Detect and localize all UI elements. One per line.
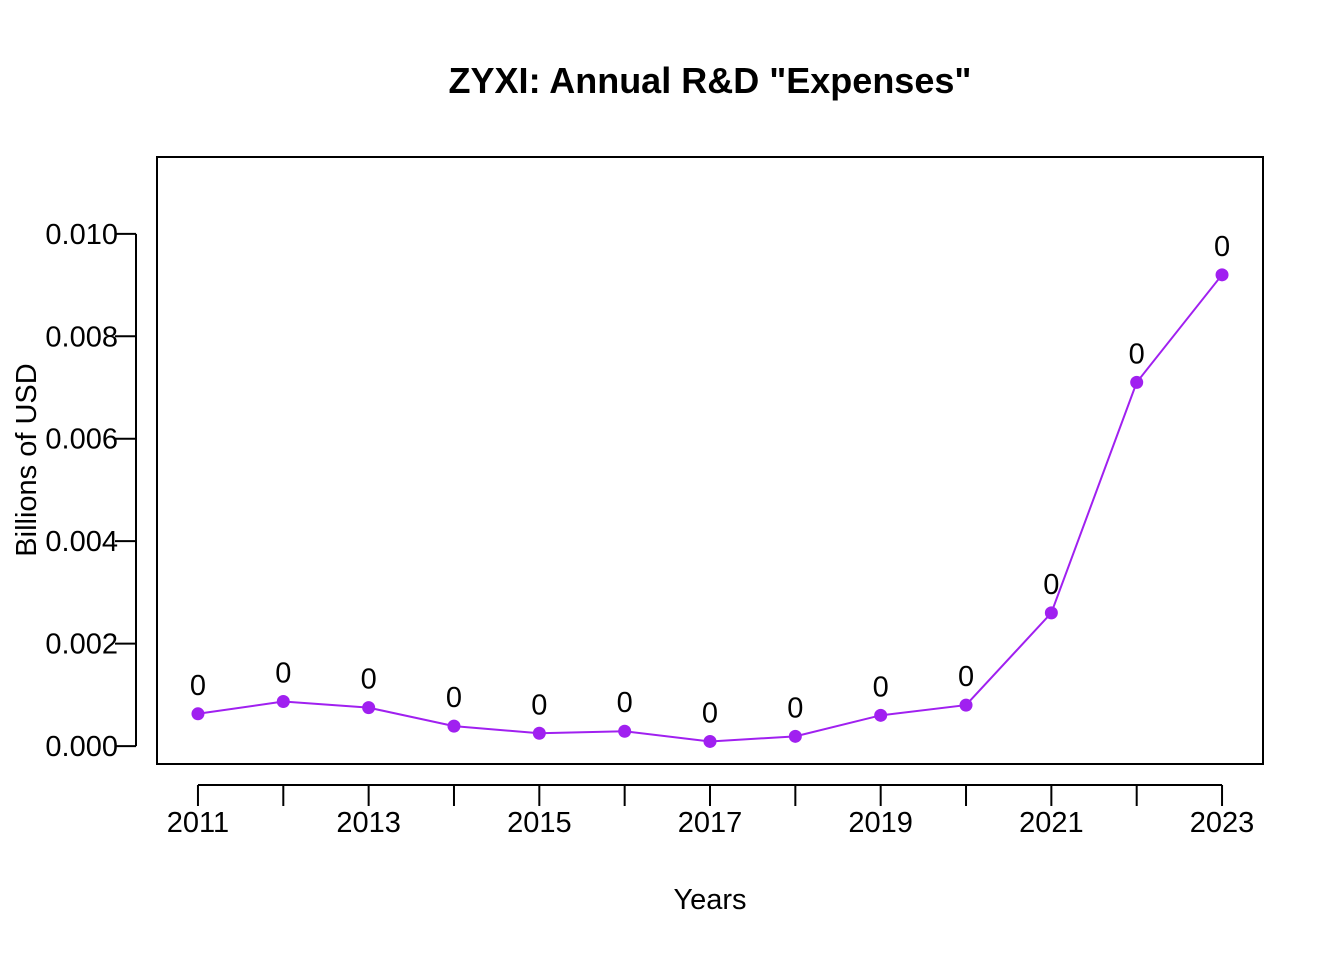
data-label: 0 [190, 670, 206, 702]
data-point [1130, 375, 1144, 389]
data-label: 0 [1043, 569, 1059, 601]
series-line [197, 274, 1223, 743]
x-tick-label: 2011 [167, 807, 229, 839]
data-point [362, 701, 376, 715]
data-label: 0 [873, 671, 889, 703]
data-label-layer: 0 0 0 0 0 0 0 0 0 0 0 0 0 [190, 231, 1230, 730]
y-axis-label: Billions of USD [11, 363, 43, 556]
data-point [276, 695, 290, 709]
data-label: 0 [1129, 338, 1145, 370]
data-label: 0 [531, 689, 547, 721]
data-label: 0 [275, 658, 291, 690]
data-label: 0 [958, 661, 974, 693]
y-tick-label: 0.000 [45, 731, 118, 763]
x-tick-label: 2017 [678, 807, 743, 839]
y-axis: 0.000 0.002 0.004 0.006 0.008 0.010 [45, 219, 137, 763]
y-tick-label: 0.010 [45, 219, 118, 251]
y-tick-label: 0.008 [45, 321, 118, 353]
data-label: 0 [361, 664, 377, 696]
x-tick-label: 2019 [848, 807, 913, 839]
x-axis-label: Years [673, 884, 746, 916]
data-point [618, 724, 632, 738]
data-point [532, 726, 546, 740]
series-layer [191, 268, 1229, 748]
data-point [191, 707, 205, 721]
data-point [1044, 606, 1058, 620]
data-label: 0 [702, 697, 718, 729]
data-label: 0 [1214, 231, 1230, 263]
data-point [703, 734, 717, 748]
data-point [447, 719, 461, 733]
x-tick-label: 2021 [1019, 807, 1084, 839]
plot-frame [156, 156, 1264, 765]
chart-title: ZYXI: Annual R&D "Expenses" [449, 60, 972, 101]
data-label: 0 [787, 692, 803, 724]
y-tick-label: 0.006 [45, 424, 118, 456]
data-point [1215, 268, 1229, 282]
x-tick-label: 2015 [507, 807, 572, 839]
y-tick-label: 0.004 [45, 526, 118, 558]
data-point [788, 729, 802, 743]
x-axis: 2011 2013 2015 2017 2019 2021 2023 [167, 784, 1255, 839]
data-label: 0 [446, 682, 462, 714]
y-tick-label: 0.002 [45, 629, 118, 661]
data-label: 0 [617, 687, 633, 719]
x-tick-label: 2013 [336, 807, 401, 839]
x-tick-label: 2023 [1190, 807, 1255, 839]
data-point [959, 698, 973, 712]
data-point [874, 708, 888, 722]
